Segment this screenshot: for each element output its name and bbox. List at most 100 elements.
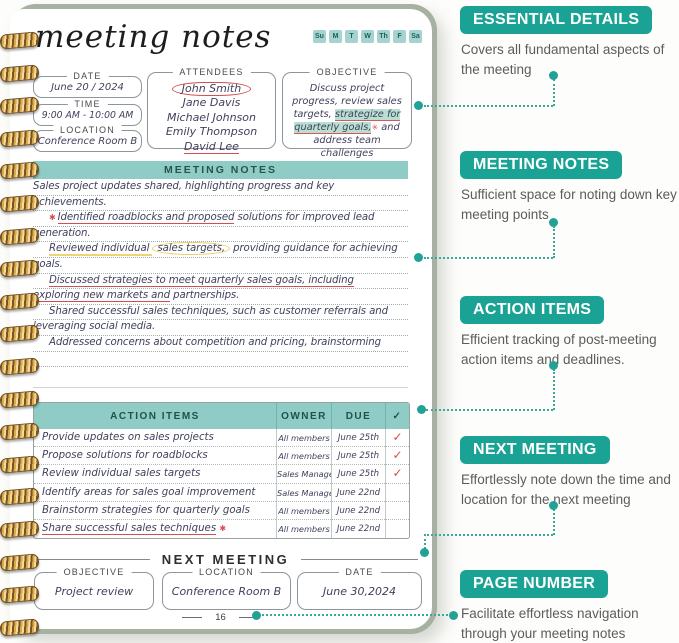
time-label: TIME: [67, 99, 108, 109]
owner-cell: All members: [276, 429, 331, 448]
spiral-ring: [0, 389, 40, 409]
spiral-ring: [0, 161, 40, 181]
spiral-ring: [0, 226, 40, 246]
next-date-label: DATE: [338, 567, 381, 577]
next-date-value: June 30,2024: [323, 584, 396, 598]
attendees-list: John Smith Jane Davis Michael Johnson Em…: [148, 73, 275, 154]
connector-dot: [414, 101, 423, 110]
note-seg-yellow-underlined: Reviewed individual: [49, 243, 153, 257]
connector-line: [426, 409, 553, 411]
attendee: Michael Johnson: [167, 110, 256, 124]
next-location-value: Conference Room B: [171, 584, 282, 598]
attendee: David Lee: [148, 139, 275, 154]
attendee-name-underlined: David Lee: [184, 139, 239, 154]
callout-badge-action-items: ACTION ITEMS: [460, 296, 605, 324]
note-line: exploring new markets and partnerships.: [33, 289, 408, 305]
date-box: DATE June 20 / 2024: [33, 71, 142, 98]
red-scribble-icon: ✱: [219, 523, 227, 533]
connector-dot: [549, 218, 558, 227]
note-seg: solutions for improved lead: [234, 212, 375, 224]
due-cell: June 25th: [331, 447, 385, 466]
check-cell: ✓: [385, 465, 409, 484]
note-line: goals.: [33, 258, 408, 274]
connector-dot: [549, 501, 558, 510]
callout-desc-page-number: Facilitate effortless navigation through…: [461, 606, 639, 641]
next-location-box: LOCATION Conference Room B: [162, 567, 291, 610]
connector-line: [262, 614, 452, 616]
table-header-row: ACTION ITEMS OWNER DUE ✓: [34, 403, 409, 429]
check-cell: [385, 519, 409, 539]
owner-cell: All members: [276, 501, 331, 520]
spiral-ring: [0, 357, 40, 376]
attendee: John Smith: [148, 82, 275, 96]
note-seg: partnerships.: [170, 290, 240, 302]
note-seg-red-underlined: Identified roadblocks and proposed: [57, 212, 235, 225]
action-red-underlined: Share successful sales techniques: [42, 522, 217, 535]
spiral-ring: [0, 520, 40, 539]
callout-desc-action-items: Efficient tracking of post-meeting actio…: [461, 332, 657, 367]
table-row: Propose solutions for roadblocks All mem…: [34, 447, 409, 466]
divider-line: [33, 559, 150, 560]
note-line: Sales project updates shared, highlighti…: [33, 180, 408, 196]
connector-dot: [420, 548, 429, 557]
table-row: Brainstorm strategies for quarterly goal…: [34, 501, 409, 520]
connector-line: [424, 534, 426, 549]
red-mark-icon: ✱: [49, 213, 56, 223]
owner-cell: All members: [276, 519, 331, 539]
check-cell: ✓: [385, 447, 409, 466]
spiral-ring: [0, 96, 40, 115]
objective-label: OBJECTIVE: [309, 67, 385, 77]
callout-badge-essential-details: ESSENTIAL DETAILS: [460, 6, 653, 34]
action-cell: Review individual sales targets: [34, 465, 276, 484]
col-header-check-icon: ✓: [385, 403, 409, 429]
table-row: Identify areas for sales goal improvemen…: [34, 483, 409, 502]
action-cell: Propose solutions for roadblocks: [34, 447, 276, 466]
note-seg-red-underlined: exploring new markets and: [33, 290, 171, 303]
location-value: Conference Room B: [37, 135, 138, 147]
spiral-binding: [0, 31, 40, 643]
spiral-ring: [0, 324, 40, 344]
attendee: Jane Davis: [182, 96, 241, 110]
spiral-ring: [0, 259, 40, 278]
date-label: DATE: [66, 71, 109, 81]
divider-line: [301, 559, 419, 560]
location-box: LOCATION Conference Room B: [33, 125, 142, 152]
spiral-ring: [0, 585, 40, 604]
page-number-value: 16: [215, 612, 226, 623]
connector-line: [553, 509, 555, 535]
weekday-chip-su: Su: [313, 30, 326, 43]
page-number-dash: [182, 617, 203, 618]
spiral-ring: [0, 194, 40, 213]
spiral-ring: [0, 552, 40, 572]
note-line: ✱ Identified roadblocks and proposed solu…: [33, 211, 408, 227]
table-row: Provide updates on sales projects All me…: [34, 429, 409, 448]
note-line-empty: [33, 352, 408, 368]
table-row: Share successful sales techniques ✱ All …: [34, 519, 409, 539]
owner-cell: Sales Manager: [276, 465, 331, 484]
spiral-ring: [0, 292, 40, 311]
callout-desc-meeting-notes: Sufficient space for noting down key mee…: [461, 187, 677, 222]
note-line: Reviewed individual sales targets, provi…: [33, 242, 408, 258]
action-items-table: ACTION ITEMS OWNER DUE ✓ Provide updates…: [33, 402, 410, 540]
page-number: 16: [33, 612, 408, 623]
spiral-ring: [0, 618, 40, 637]
connector-line: [553, 369, 555, 410]
due-cell: June 22nd: [331, 519, 385, 539]
action-cell: Share successful sales techniques ✱: [34, 520, 276, 538]
note-line: Shared successful sales techniques, such…: [33, 305, 408, 321]
note-seg-red-underlined: Discussed strategies to meet quarterly s…: [49, 274, 354, 287]
spiral-ring: [0, 129, 40, 148]
callout-badge-next-meeting: NEXT MEETING: [460, 436, 610, 464]
connector-dot: [549, 361, 558, 370]
next-objective-value: Project review: [54, 584, 134, 598]
notebook-cover: meeting notes Su M T W Th F Sa DATE June…: [10, 4, 437, 634]
location-label: LOCATION: [53, 125, 122, 135]
next-objective-label: OBJECTIVE: [56, 567, 132, 577]
section-divider: [33, 387, 408, 388]
check-cell: [385, 483, 409, 502]
next-meeting-title: NEXT MEETING: [33, 552, 419, 567]
note-line: Addressed concerns about competition and…: [33, 336, 408, 352]
spiral-ring: [0, 422, 40, 441]
col-header-owner: OWNER: [276, 403, 331, 429]
spiral-ring: [0, 455, 40, 474]
